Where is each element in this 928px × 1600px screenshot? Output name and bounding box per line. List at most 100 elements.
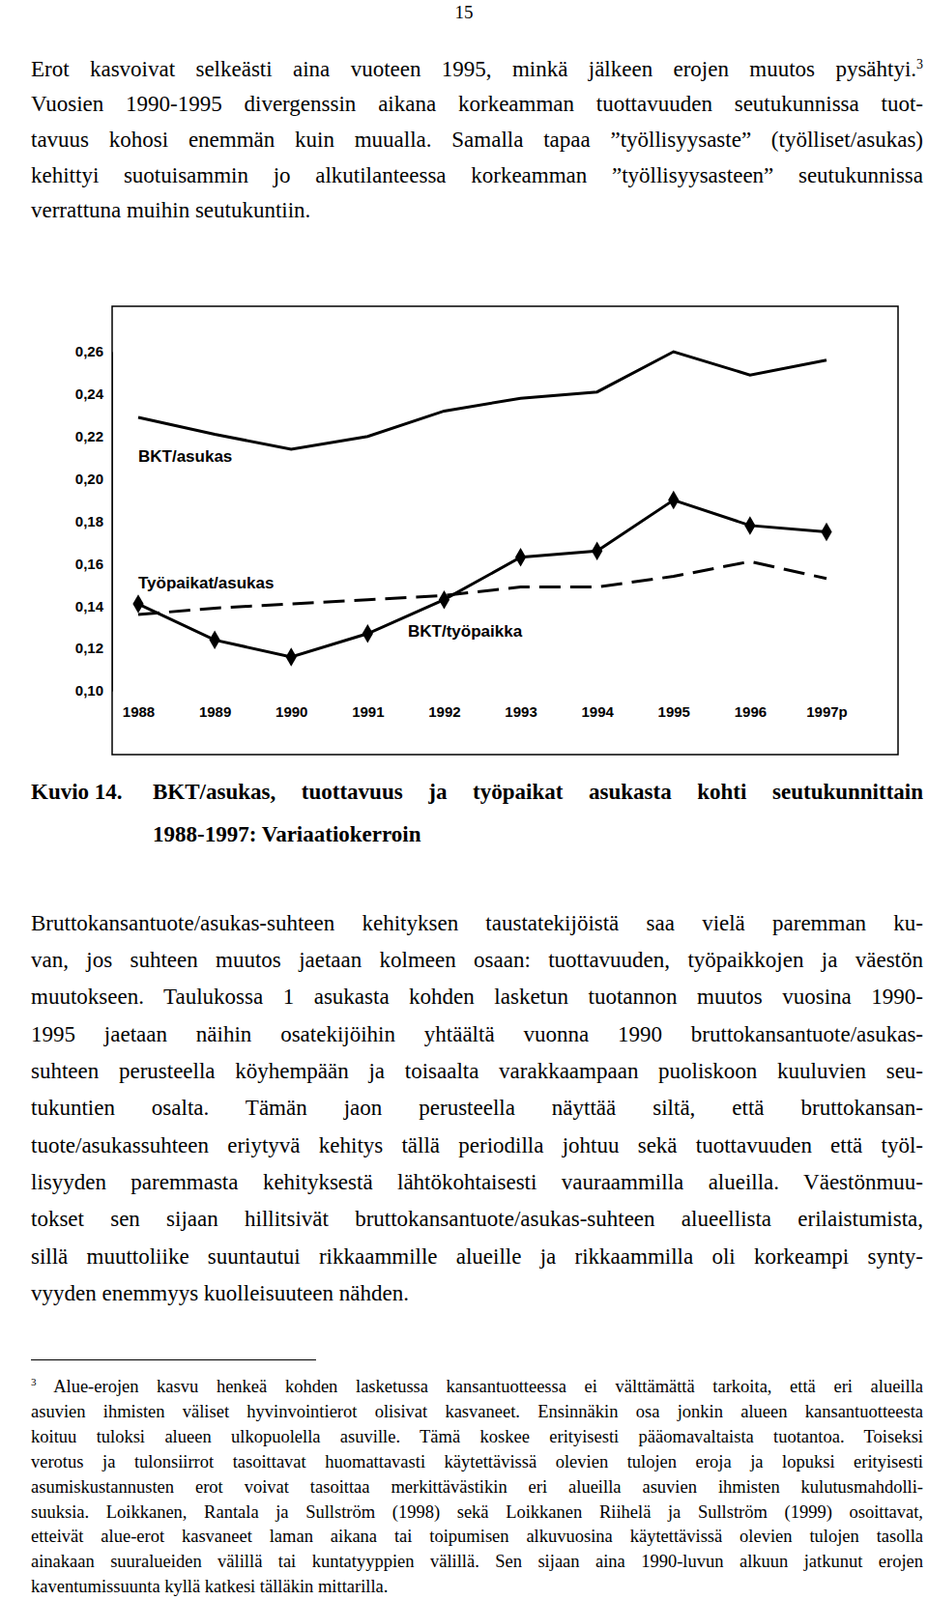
series-marker: [132, 594, 144, 614]
x-tick-label: 1996: [734, 703, 767, 721]
y-tick-label: 0,16: [75, 555, 104, 573]
text-line: koituu tuloksi alueen ulkopuolella asuvi…: [30, 1425, 924, 1451]
text-run: BKT/asukas, tuottavuus ja työpaikat asuk…: [152, 780, 924, 805]
footnote-marker: 3: [30, 1376, 37, 1389]
text-line: 1995 jaetaan näihin osatekijöihin yhtääl…: [30, 1016, 924, 1054]
series-marker: [667, 491, 679, 511]
x-tick-label: 1992: [428, 703, 461, 721]
y-tick: 0,12: [75, 639, 113, 657]
y-tick-label: 0,20: [75, 470, 104, 488]
series-marker: [591, 541, 603, 561]
series-marker: [362, 624, 374, 644]
series-line: [138, 351, 827, 450]
text-run: muutokseen. Taulukossa 1 asukasta kohden…: [30, 985, 924, 1010]
text-run: asumiskustannusten erot voivat tasoittaa…: [30, 1478, 924, 1498]
text-run: kehittyi suotuisammin jo alkutilanteessa…: [30, 163, 924, 188]
y-tick-label: 0,10: [75, 682, 104, 699]
x-tick-label: 1997p: [806, 703, 848, 721]
text-run: asuvien ihmisten väliset hyvinvointierot…: [30, 1402, 924, 1422]
x-tick: 1992: [428, 700, 461, 721]
text-run: koituu tuloksi alueen ulkopuolella asuvi…: [30, 1427, 924, 1448]
text-run: Erot kasvoivat selkeästi aina vuoteen 19…: [30, 57, 917, 82]
x-axis: 1988 1989 1990 1991 1992 1993 1994 1995 1996 1997…: [122, 700, 848, 721]
x-tick: 1994: [580, 700, 614, 721]
text-run: lisyyden paremmasta kehityksestä lähtöko…: [30, 1170, 924, 1195]
text-line: vyyden enemmyys kuolleisuuteen nähden.: [30, 1276, 924, 1313]
series-marker: [438, 590, 450, 610]
x-tick-label: 1988: [122, 703, 155, 721]
text-run: tukuntien osalta. Tämän jaon perusteella…: [30, 1096, 924, 1121]
x-tick-label: 1989: [199, 703, 232, 721]
x-tick: 1990: [275, 700, 308, 721]
text-run: tavuus kohosi enemmän kuin muualla. Sama…: [30, 127, 924, 152]
text-line: verotus ja tulonsiirrot tasoittavat huom…: [30, 1450, 924, 1477]
series-label: Työpaikat/asukas: [138, 574, 274, 593]
text-run: tuote/asukassuhteen eriytyvä kehitys täl…: [30, 1133, 924, 1159]
text-run: 1995 jaetaan näihin osatekijöihin yhtääl…: [30, 1022, 924, 1047]
y-tick: 0,26: [75, 343, 113, 360]
text-line: ainakaan suuralueiden välillä tai kuntat…: [30, 1550, 924, 1576]
text-line: kehittyi suotuisammin jo alkutilanteessa…: [30, 158, 924, 195]
text-run: Vuosien 1990-1995 divergenssin aikana ko…: [30, 91, 924, 116]
text-line: Bruttokansantuote/asukas-suhteen kehityk…: [30, 905, 924, 943]
y-tick-label: 0,26: [75, 343, 104, 360]
text-line: Erot kasvoivat selkeästi aina vuoteen 19…: [30, 52, 924, 88]
x-tick-label: 1994: [580, 703, 614, 721]
x-tick: 1996: [734, 700, 767, 721]
footnote-ref: 3: [916, 56, 924, 71]
text-run: suuksia. Loikkanen, Rantala ja Sullström…: [30, 1503, 924, 1523]
text-run: van, jos suhteen muutos jaetaan kolmeen …: [30, 948, 924, 973]
caption-label-text: Kuvio 14.: [30, 780, 123, 805]
text-run: kaventumissuunta kyllä katkesi tälläkin …: [30, 1577, 388, 1597]
text-line: verrattuna muihin seutukuntiin.: [30, 193, 924, 230]
y-tick-label: 0,14: [75, 598, 105, 615]
y-tick-label: 0,24: [75, 385, 105, 403]
text-run: ainakaan suuralueiden välillä tai kuntat…: [30, 1552, 924, 1572]
text-line: suhteen perusteella köyhempään ja toisaa…: [30, 1053, 924, 1091]
y-tick-label: 0,12: [75, 639, 104, 657]
text-line: 1988-1997: Variaatiokerroin: [152, 813, 924, 857]
x-tick-label: 1995: [658, 703, 691, 721]
text-line: etteivät alue-erot kasvaneet laman aikan…: [30, 1525, 924, 1551]
text-line: lisyyden paremmasta kehityksestä lähtöko…: [30, 1164, 924, 1202]
text-line: asumiskustannusten erot voivat tasoittaa…: [30, 1476, 924, 1502]
text-line: tavuus kohosi enemmän kuin muualla. Sama…: [30, 122, 924, 159]
x-tick: 1997p: [806, 700, 848, 721]
y-tick: 0,24: [75, 385, 113, 403]
text-line: muutokseen. Taulukossa 1 asukasta kohden…: [30, 979, 924, 1016]
text-line: tuote/asukassuhteen eriytyvä kehitys täl…: [30, 1128, 924, 1165]
x-tick: 1991: [351, 700, 384, 721]
series-label: BKT/asukas: [138, 447, 232, 466]
series-marker: [820, 522, 832, 543]
text-run: suhteen perusteella köyhempään ja toisaa…: [30, 1059, 924, 1084]
text-run: etteivät alue-erot kasvaneet laman aikan…: [30, 1527, 924, 1547]
text-line: BKT/asukas, tuottavuus ja työpaikat asuk…: [152, 771, 924, 814]
text-line: suuksia. Loikkanen, Rantala ja Sullström…: [30, 1501, 924, 1527]
series-marker: [286, 647, 297, 667]
series-line: [138, 500, 827, 658]
y-tick: 0,10: [75, 682, 113, 699]
y-tick: 0,22: [75, 428, 113, 445]
text-line: tokset sen sijaan hillitsivät bruttokans…: [30, 1201, 924, 1239]
text-run: Alue-erojen kasvu henkeä kohden lasketus…: [53, 1377, 924, 1397]
x-tick-label: 1990: [275, 703, 308, 721]
y-axis: 0,100,120,140,160,180,200,220,240,26: [75, 343, 114, 699]
text-run: verotus ja tulonsiirrot tasoittavat huom…: [30, 1452, 924, 1473]
caption-label: Kuvio 14.: [30, 773, 157, 812]
x-tick: 1989: [199, 700, 232, 721]
text-run: verrattuna muihin seutukuntiin.: [30, 198, 311, 223]
text-line: 3 Alue-erojen kasvu henkeä kohden lasket…: [30, 1375, 924, 1401]
chart: 0,100,120,140,160,180,200,220,240,261988…: [0, 0, 928, 1600]
x-tick: 1993: [504, 700, 537, 721]
text-line: van, jos suhteen muutos jaetaan kolmeen …: [30, 942, 924, 980]
plot-area: [132, 351, 832, 667]
text-run: Bruttokansantuote/asukas-suhteen kehityk…: [30, 911, 924, 936]
x-tick-label: 1993: [504, 703, 537, 721]
text-run: sillä muuttoliike suuntautui rikkaammill…: [30, 1245, 924, 1270]
chart-frame: [112, 306, 899, 755]
y-tick-label: 0,22: [75, 428, 104, 445]
y-tick: 0,16: [75, 555, 113, 573]
series-marker: [744, 516, 755, 536]
page-number: 15: [0, 0, 928, 26]
y-tick: 0,20: [75, 470, 113, 488]
